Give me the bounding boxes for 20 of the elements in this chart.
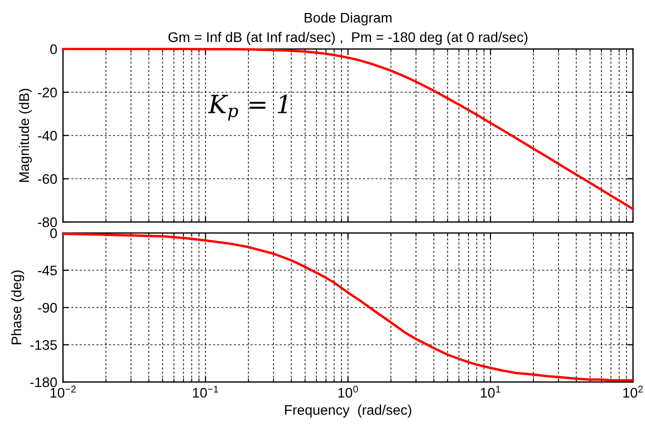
y-tick-label: -80 [38,217,57,228]
y-axis-title: Magnitude (dB) [18,88,32,182]
y-tick-label: -135 [30,340,57,350]
y-tick-label: -90 [38,302,57,313]
y-tick-label: 0 [50,44,57,54]
chart-title: Bode Diagram [304,12,392,26]
x-tick-label: 10$^{2}$ [623,386,643,398]
y-tick-label: -45 [38,266,57,276]
chart-subtitle: Gm = Inf dB (at Inf rad/sec) , Pm = -180 deg (at 0 rad/sec) [168,32,528,45]
y-tick-label: -40 [38,130,57,141]
x-axis-title: Frequency (rad/sec) [285,404,412,418]
annotation: K$_{p}$ = 1 [208,94,287,121]
y-tick-label: -20 [38,88,57,98]
y-tick-label: -180 [30,377,57,388]
y-tick-label: -60 [38,174,57,184]
x-tick-label: 10$^{1}$ [480,386,500,398]
y-axis-title: Phase (deg) [11,270,24,344]
x-tick-label: 10$^{−1}$ [193,386,218,398]
x-tick-label: 10$^{0}$ [338,386,358,398]
y-tick-label: 0 [50,228,57,238]
